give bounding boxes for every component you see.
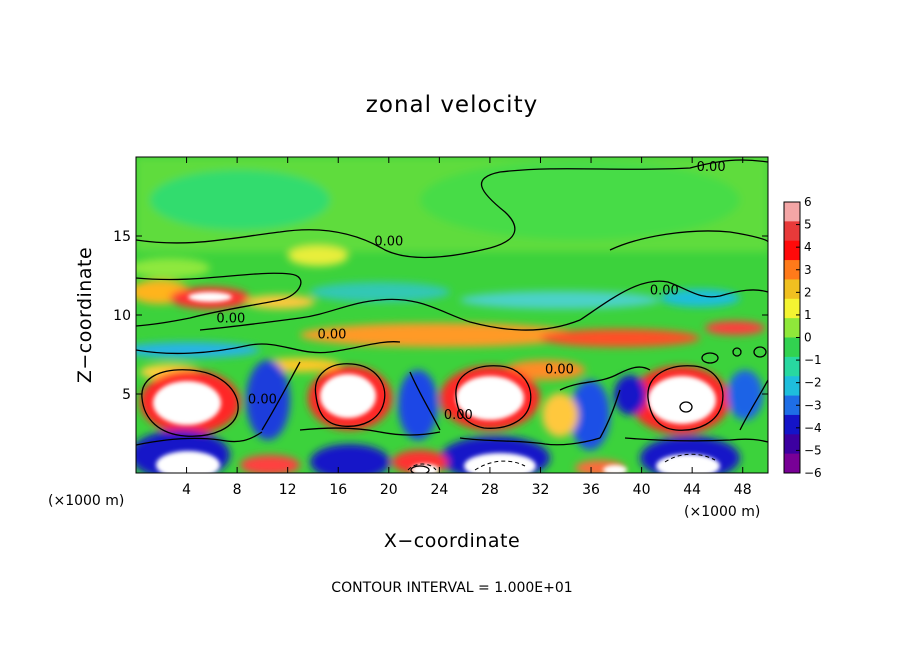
colorbar-tick-label: 5 <box>804 218 812 232</box>
x-tick-label: 4 <box>182 482 191 498</box>
colorbar-swatch <box>784 221 800 242</box>
x-tick-label: 20 <box>380 482 398 498</box>
y-tick-label: 15 <box>113 229 131 245</box>
contour-label: 0.00 <box>545 362 574 377</box>
colorbar: 6 5 4 3 2 1 0 −1 −2 −3 −4 −5 −6 <box>783 195 822 480</box>
x-tick-label: 36 <box>582 482 600 498</box>
contour-label: 0.00 <box>317 328 346 343</box>
colorbar-tick-label: −1 <box>804 353 822 367</box>
heatmap-cores <box>153 292 720 473</box>
contour-label: 0.00 <box>374 234 403 249</box>
y-tick-label: 10 <box>113 308 131 324</box>
contour-labels: 0.00 0.00 0.00 0.00 0.00 0.00 0.00 0.00 <box>216 160 726 423</box>
colorbar-tick-label: 3 <box>804 263 812 277</box>
colorbar-swatch <box>784 414 800 435</box>
x-tick-label: 44 <box>683 482 701 498</box>
colorbar-tick-label: 4 <box>804 240 812 254</box>
contour-label: 0.00 <box>697 160 726 175</box>
colorbar-swatch <box>784 298 800 319</box>
x-axis-label: X−coordinate <box>384 530 520 552</box>
x-unit-right: (×1000 m) <box>684 504 760 520</box>
colorbar-tick-label: 6 <box>804 195 812 209</box>
colorbar-tick-label: 1 <box>804 308 812 322</box>
y-axis: 5 10 15 <box>113 229 768 403</box>
colorbar-swatch <box>784 337 800 358</box>
colorbar-swatch <box>784 356 800 377</box>
x-tick-label: 12 <box>279 482 297 498</box>
colorbar-tick-label: −6 <box>804 466 822 480</box>
x-axis: 4 8 12 16 20 24 28 32 36 40 44 48 <box>182 157 752 498</box>
x-tick-label: 32 <box>532 482 550 498</box>
colorbar-swatch <box>784 202 800 222</box>
contour-label: 0.00 <box>650 283 679 298</box>
x-tick-label: 24 <box>430 482 448 498</box>
colorbar-swatch <box>784 453 800 474</box>
colorbar-swatch <box>784 260 800 280</box>
colorbar-tick-label: −2 <box>804 376 822 390</box>
colorbar-swatch <box>784 434 800 455</box>
y-tick-label: 5 <box>122 387 131 403</box>
colorbar-tick-label: 0 <box>804 331 812 345</box>
colorbar-swatch <box>784 279 800 300</box>
negative-contours <box>407 453 716 471</box>
colorbar-tick-label: −4 <box>804 421 822 435</box>
x-tick-label: 40 <box>633 482 651 498</box>
contour-label: 0.00 <box>444 408 473 423</box>
zero-contours <box>136 159 768 473</box>
contour-interval-note: CONTOUR INTERVAL = 1.000E+01 <box>331 580 572 596</box>
colorbar-swatch <box>784 318 800 338</box>
colorbar-swatch <box>784 376 800 397</box>
contour-label: 0.00 <box>248 392 277 407</box>
colorbar-tick-label: −5 <box>804 443 822 457</box>
colorbar-tick-label: −3 <box>804 398 822 412</box>
x-tick-label: 28 <box>481 482 499 498</box>
x-tick-label: 48 <box>734 482 752 498</box>
x-tick-label: 16 <box>329 482 347 498</box>
x-unit-left: (×1000 m) <box>48 493 124 509</box>
contour-label: 0.00 <box>216 312 245 327</box>
colorbar-swatch <box>784 240 800 261</box>
heatmap-plot-area: 0.00 0.00 0.00 0.00 0.00 0.00 0.00 0.00 <box>136 157 768 473</box>
y-axis-label: Z−coordinate <box>74 247 96 383</box>
x-tick-label: 8 <box>233 482 242 498</box>
colorbar-swatch <box>784 395 800 416</box>
colorbar-tick-label: 2 <box>804 285 812 299</box>
chart-title: zonal velocity <box>366 92 538 118</box>
